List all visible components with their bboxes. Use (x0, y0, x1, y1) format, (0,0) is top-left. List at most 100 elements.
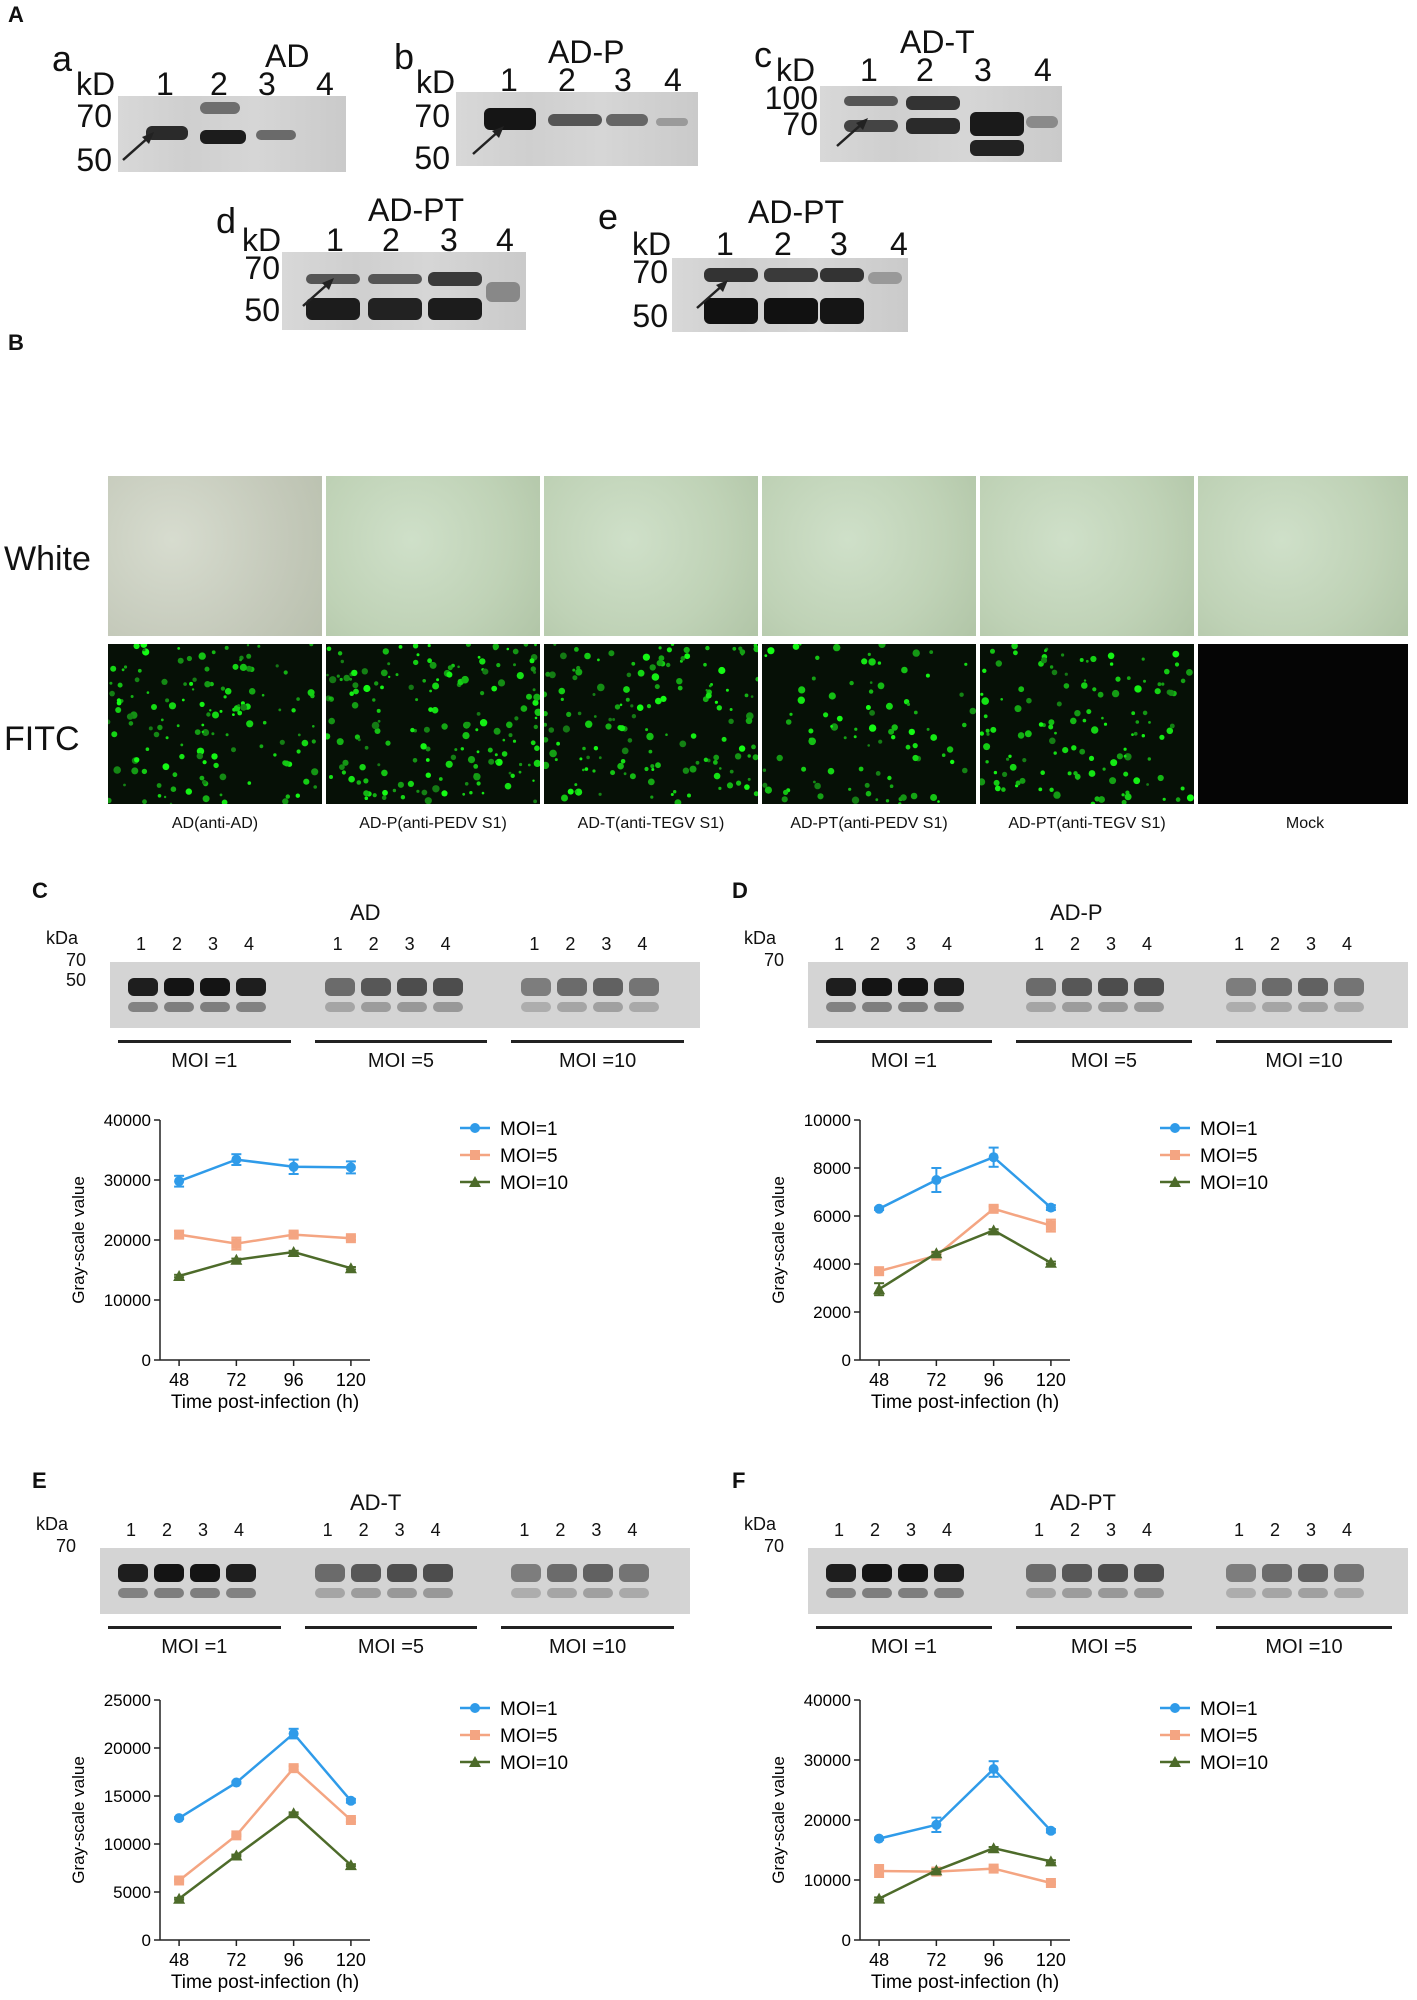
y-tick-label: 10000 (104, 1291, 151, 1310)
blot-title: AD-P (548, 34, 625, 70)
lane-number: 3 (1106, 934, 1117, 954)
legend-marker (1169, 1756, 1181, 1767)
legend-marker (470, 1123, 480, 1133)
data-point (874, 1203, 885, 1214)
blot-title: AD-T (350, 1490, 402, 1515)
legend-marker (1170, 1123, 1180, 1133)
x-tick-label: 96 (984, 1950, 1004, 1970)
x-tick-label: 120 (336, 1370, 366, 1390)
data-point (174, 1176, 185, 1187)
legend-label: MOI=10 (1200, 1753, 1268, 1774)
lane-number: 2 (1270, 1520, 1281, 1540)
y-tick-label: 40000 (104, 1111, 151, 1130)
data-point (231, 1777, 242, 1788)
lane-number: 4 (244, 934, 255, 954)
moi-underline (1216, 1626, 1392, 1629)
data-point (874, 1266, 885, 1277)
y-tick-label: 40000 (804, 1691, 851, 1710)
lane-number: 2 (774, 226, 792, 262)
moi-underline (314, 1040, 488, 1043)
y-tick-label: 6000 (813, 1207, 851, 1226)
data-point (987, 1842, 1000, 1854)
lane-number: 4 (637, 934, 648, 954)
western-blot-image (820, 86, 1062, 162)
lane-number: 4 (664, 62, 682, 98)
series-line (878, 1155, 1052, 1210)
kd-label: kD (76, 66, 116, 102)
legend-marker (1170, 1150, 1180, 1160)
marker-label: 50 (76, 142, 112, 178)
data-point (1045, 1825, 1056, 1836)
legend-label: MOI=1 (1200, 1699, 1258, 1720)
lane-number: 2 (558, 62, 576, 98)
data-point (1045, 1878, 1056, 1888)
moi-underline (118, 1040, 291, 1043)
panel-label: E (32, 1468, 47, 1493)
lane-number: 1 (1234, 934, 1245, 954)
brightfield-image (980, 476, 1194, 636)
lane-number: 2 (565, 934, 576, 954)
fluorescence-image (762, 640, 977, 806)
legend-marker (470, 1703, 480, 1713)
kd-label: kD (632, 226, 672, 262)
x-axis-label: Time post-infection (h) (171, 1972, 359, 1993)
lane-number: 3 (198, 1520, 209, 1540)
lane-number: 1 (834, 934, 845, 954)
series-line (878, 1767, 1052, 1840)
moi-underline (1016, 1040, 1192, 1043)
y-tick-label: 25000 (104, 1691, 151, 1710)
arrow-icon (302, 278, 334, 307)
western-blot-image (808, 962, 1408, 1028)
y-tick-label: 0 (842, 1351, 851, 1370)
data-point (231, 1154, 242, 1165)
data-point (230, 1253, 243, 1265)
blot-title: AD-PT (1050, 1490, 1116, 1515)
legend-label: MOI=10 (500, 1173, 568, 1194)
legend-label: MOI=10 (500, 1753, 568, 1774)
lane-number: 1 (529, 934, 540, 954)
lane-number: 3 (974, 52, 992, 88)
brightfield-image (544, 476, 758, 636)
legend-label: MOI=5 (500, 1726, 558, 1747)
data-point (173, 1270, 186, 1281)
moi-underline (501, 1626, 674, 1629)
data-point (287, 1246, 300, 1257)
kd-label: kD (776, 52, 816, 88)
legend-marker (469, 1756, 481, 1767)
data-point (345, 1233, 356, 1244)
data-point (1045, 1220, 1056, 1231)
data-point (874, 1833, 885, 1844)
blot-letter: b (394, 36, 415, 77)
moi-label: MOI =5 (1070, 1050, 1138, 1072)
data-point (1044, 1256, 1057, 1268)
fluorescence-image (1198, 644, 1408, 804)
arrow-icon (696, 280, 728, 309)
western-blot-image (100, 1548, 690, 1614)
blot-letter: e (598, 196, 619, 237)
fluorescence-image (541, 642, 760, 806)
lane-number: 1 (834, 1520, 845, 1540)
lane-number: 2 (870, 1520, 881, 1540)
data-point (930, 1247, 943, 1259)
data-point (174, 1875, 185, 1886)
arrow-icon (472, 126, 504, 155)
kda-label: kDa (36, 1514, 69, 1534)
series-line (879, 1867, 1052, 1885)
legend-label: MOI=1 (1200, 1119, 1258, 1140)
lane-number: 2 (1070, 934, 1081, 954)
fluorescence-image (323, 642, 542, 805)
data-point (988, 1764, 999, 1774)
marker-label: 50 (244, 292, 280, 328)
legend-label: MOI=10 (1200, 1173, 1268, 1194)
y-axis-label: Gray-scale value (69, 1176, 88, 1304)
x-tick-label: 96 (284, 1950, 304, 1970)
x-tick-label: 72 (226, 1370, 246, 1390)
arrow-icon (836, 118, 868, 147)
data-point (288, 1763, 299, 1774)
data-point (345, 1795, 356, 1806)
y-tick-label: 0 (142, 1351, 151, 1370)
lane-number: 3 (614, 62, 632, 98)
